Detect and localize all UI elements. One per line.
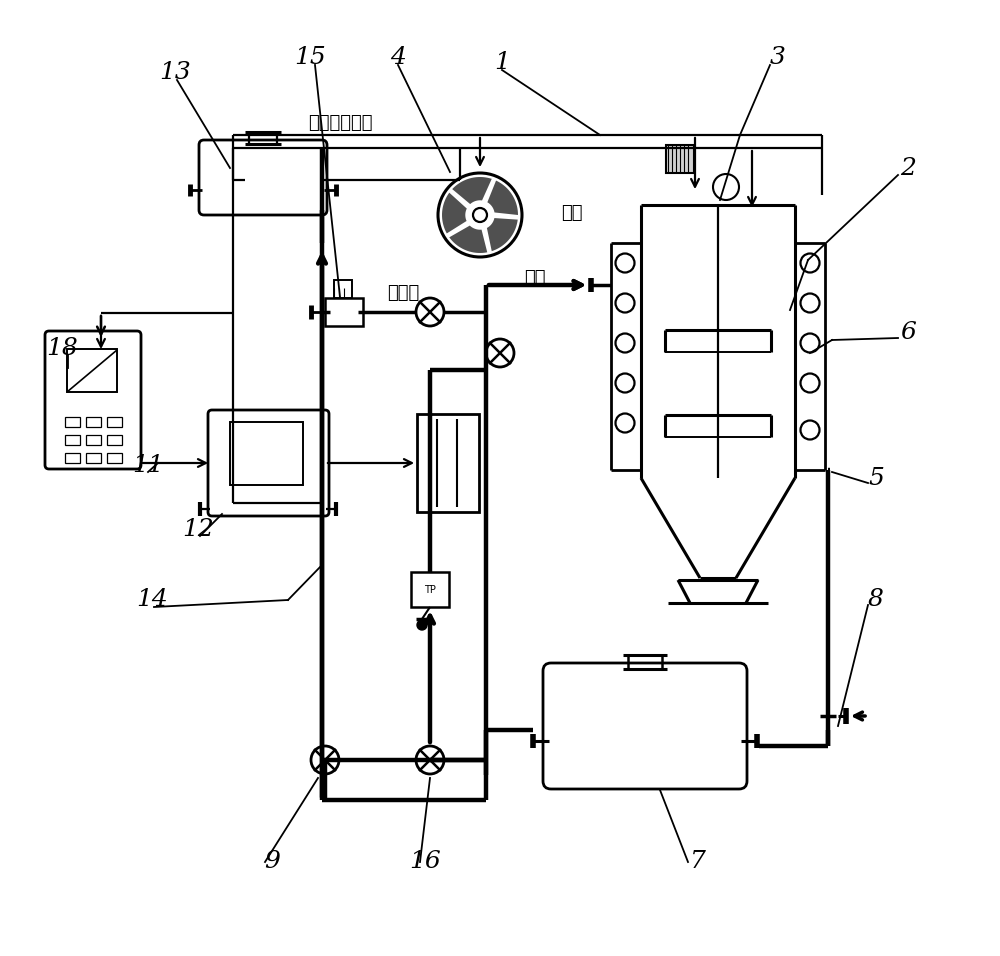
FancyBboxPatch shape	[208, 410, 329, 516]
Bar	[86, 417, 101, 427]
Polygon shape	[487, 218, 518, 251]
Text: 1: 1	[494, 51, 510, 74]
Circle shape	[486, 339, 514, 367]
Circle shape	[311, 746, 339, 774]
Text: 15: 15	[294, 46, 326, 69]
Text: 3: 3	[770, 46, 786, 69]
FancyBboxPatch shape	[543, 663, 747, 789]
Bar	[334, 280, 352, 298]
Text: 温度信号反馈: 温度信号反馈	[308, 114, 372, 132]
Circle shape	[616, 293, 635, 313]
Circle shape	[713, 174, 739, 200]
Bar	[86, 453, 101, 463]
Text: 8: 8	[868, 589, 884, 612]
FancyBboxPatch shape	[199, 140, 327, 215]
Bar	[107, 435, 122, 445]
Text: 7: 7	[690, 851, 706, 874]
Bar	[86, 435, 101, 445]
Text: 5: 5	[868, 467, 884, 489]
Circle shape	[616, 334, 635, 353]
Circle shape	[800, 374, 820, 393]
Circle shape	[616, 374, 635, 393]
Circle shape	[616, 253, 635, 272]
Text: 13: 13	[159, 60, 191, 83]
Circle shape	[800, 421, 820, 440]
Bar	[65, 435, 80, 445]
Circle shape	[800, 293, 820, 313]
Text: 6: 6	[900, 320, 916, 343]
Text: 18: 18	[46, 337, 78, 359]
Circle shape	[473, 208, 487, 222]
Polygon shape	[442, 193, 467, 233]
Text: 9: 9	[264, 851, 280, 874]
Text: 16: 16	[409, 851, 441, 874]
Text: 冷风: 冷风	[561, 204, 583, 222]
FancyBboxPatch shape	[45, 331, 141, 469]
Text: 12: 12	[182, 518, 214, 541]
Bar	[666, 145, 694, 173]
Text: 热水: 热水	[524, 269, 546, 287]
Text: 14: 14	[136, 589, 168, 612]
Bar	[65, 453, 80, 463]
Circle shape	[416, 298, 444, 326]
Text: 2: 2	[900, 157, 916, 180]
Bar	[230, 422, 303, 485]
Circle shape	[416, 746, 444, 774]
Text: 冷却水: 冷却水	[387, 284, 419, 302]
Text: TP: TP	[424, 585, 436, 595]
Polygon shape	[449, 226, 487, 253]
Bar	[107, 453, 122, 463]
Circle shape	[438, 173, 522, 257]
Bar	[67, 349, 117, 392]
Bar	[325, 298, 363, 326]
Polygon shape	[452, 177, 492, 204]
Circle shape	[616, 414, 635, 432]
Circle shape	[800, 334, 820, 353]
Bar	[411, 572, 449, 607]
Bar	[107, 417, 122, 427]
Text: 4: 4	[390, 46, 406, 69]
Polygon shape	[487, 181, 518, 215]
Circle shape	[800, 253, 820, 272]
Bar	[65, 417, 80, 427]
Bar	[417, 414, 479, 512]
Circle shape	[417, 620, 427, 630]
Text: 11: 11	[132, 453, 164, 476]
